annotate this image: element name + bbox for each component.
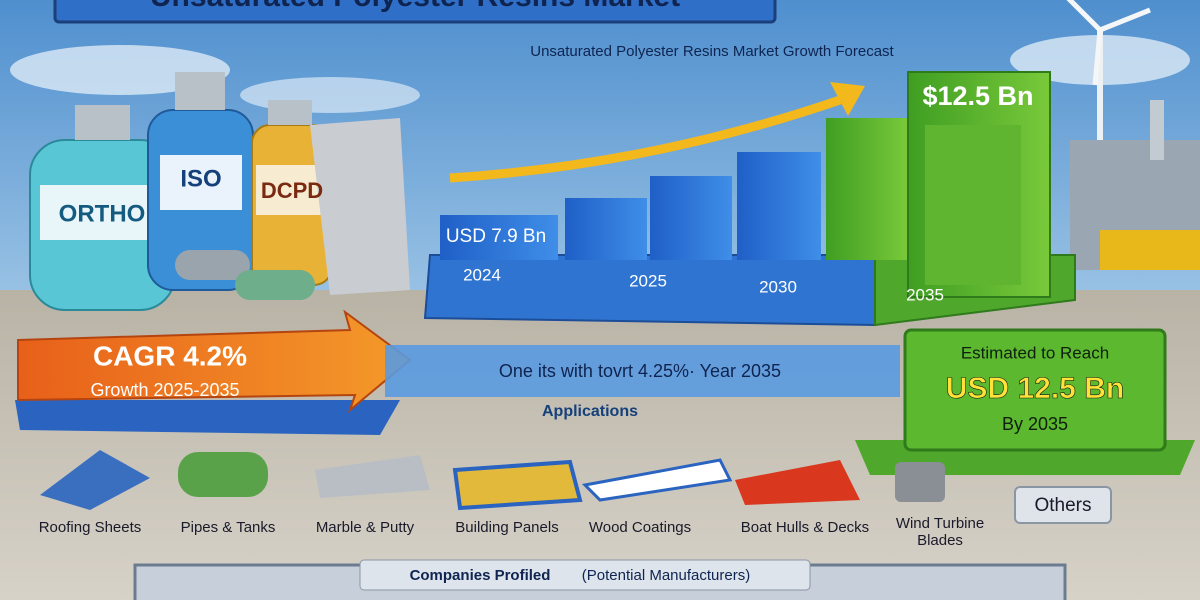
- others-button: [1014, 486, 1112, 524]
- year-label: 2025: [629, 271, 667, 290]
- boat-icon: [581, 458, 733, 502]
- application-label-wrap: Wind Turbine Blades: [895, 515, 985, 549]
- estimate-box: [903, 328, 1167, 452]
- label-panel: [40, 185, 165, 240]
- cagr-headline: CAGR 4.2%: [93, 340, 247, 371]
- application-label: Marble & Putty: [316, 519, 415, 536]
- companies-note: (Potential Manufacturers): [582, 567, 750, 584]
- end-value-label: $12.5 Bn: [922, 81, 1033, 111]
- cap: [175, 72, 225, 110]
- banner-text: One its with tovrt 4.25%· Year 2035: [499, 361, 781, 381]
- application-label: Roofing Sheets: [39, 519, 142, 536]
- panels-icon: [452, 459, 583, 511]
- marble-icon: [315, 455, 430, 498]
- product-label: DCPD: [261, 178, 323, 203]
- cloud: [240, 77, 420, 113]
- cap: [268, 100, 312, 125]
- estimate-line2: USD 12.5 Bn: [946, 372, 1124, 405]
- title-bar: [53, 0, 777, 24]
- application-label: Wind Turbine Blades: [895, 515, 985, 549]
- page-title: Unsaturated Polyester Resins Market: [150, 0, 680, 13]
- product-label: ISO: [180, 165, 221, 192]
- companies-tab: [359, 559, 811, 591]
- roofing-icon: [40, 450, 150, 510]
- application-label: Pipes & Tanks: [181, 519, 276, 536]
- estimate-line3: By 2035: [1002, 414, 1068, 434]
- bar: [737, 152, 821, 260]
- application-label: Wood Coatings: [589, 519, 691, 536]
- bar: [565, 198, 647, 260]
- estimate-line1: Estimated to Reach: [961, 343, 1109, 362]
- bar-2024: [440, 215, 558, 260]
- year-label: 2035: [906, 285, 944, 304]
- year-label: 2024: [463, 265, 501, 284]
- bar-2035-face: [925, 125, 1021, 285]
- bar: [826, 118, 908, 260]
- pipe: [175, 250, 250, 280]
- sack: [310, 118, 410, 295]
- pipe: [235, 270, 315, 300]
- label-panel: [160, 155, 242, 210]
- car-icon: [735, 460, 860, 505]
- bar: [650, 176, 732, 260]
- start-value-label: USD 7.9 Bn: [446, 226, 546, 247]
- cagr-base: [15, 400, 400, 435]
- applications-heading: Applications: [542, 403, 638, 420]
- excavator: [1100, 230, 1200, 270]
- year-label: 2030: [759, 277, 797, 296]
- pipes-icon: [178, 452, 268, 497]
- others-label: Others: [1034, 495, 1091, 516]
- forecast-heading: Unsaturated Polyester Resins Market Grow…: [530, 43, 894, 60]
- product-label: ORTHO: [59, 200, 146, 227]
- factory-stack: [1150, 100, 1164, 160]
- coating-icon: [895, 462, 945, 502]
- companies-heading: Companies Profiled: [410, 567, 551, 584]
- application-label: Boat Hulls & Decks: [741, 519, 869, 536]
- application-label: Building Panels: [455, 519, 558, 536]
- growth-arrowhead: [830, 82, 865, 116]
- growth-arrow: [449, 95, 842, 183]
- cap: [75, 105, 130, 140]
- banner: [385, 345, 900, 397]
- cagr-arrow: [17, 309, 412, 414]
- turbine-blades: [1066, 0, 1151, 86]
- cagr-period: Growth 2025-2035: [90, 380, 239, 400]
